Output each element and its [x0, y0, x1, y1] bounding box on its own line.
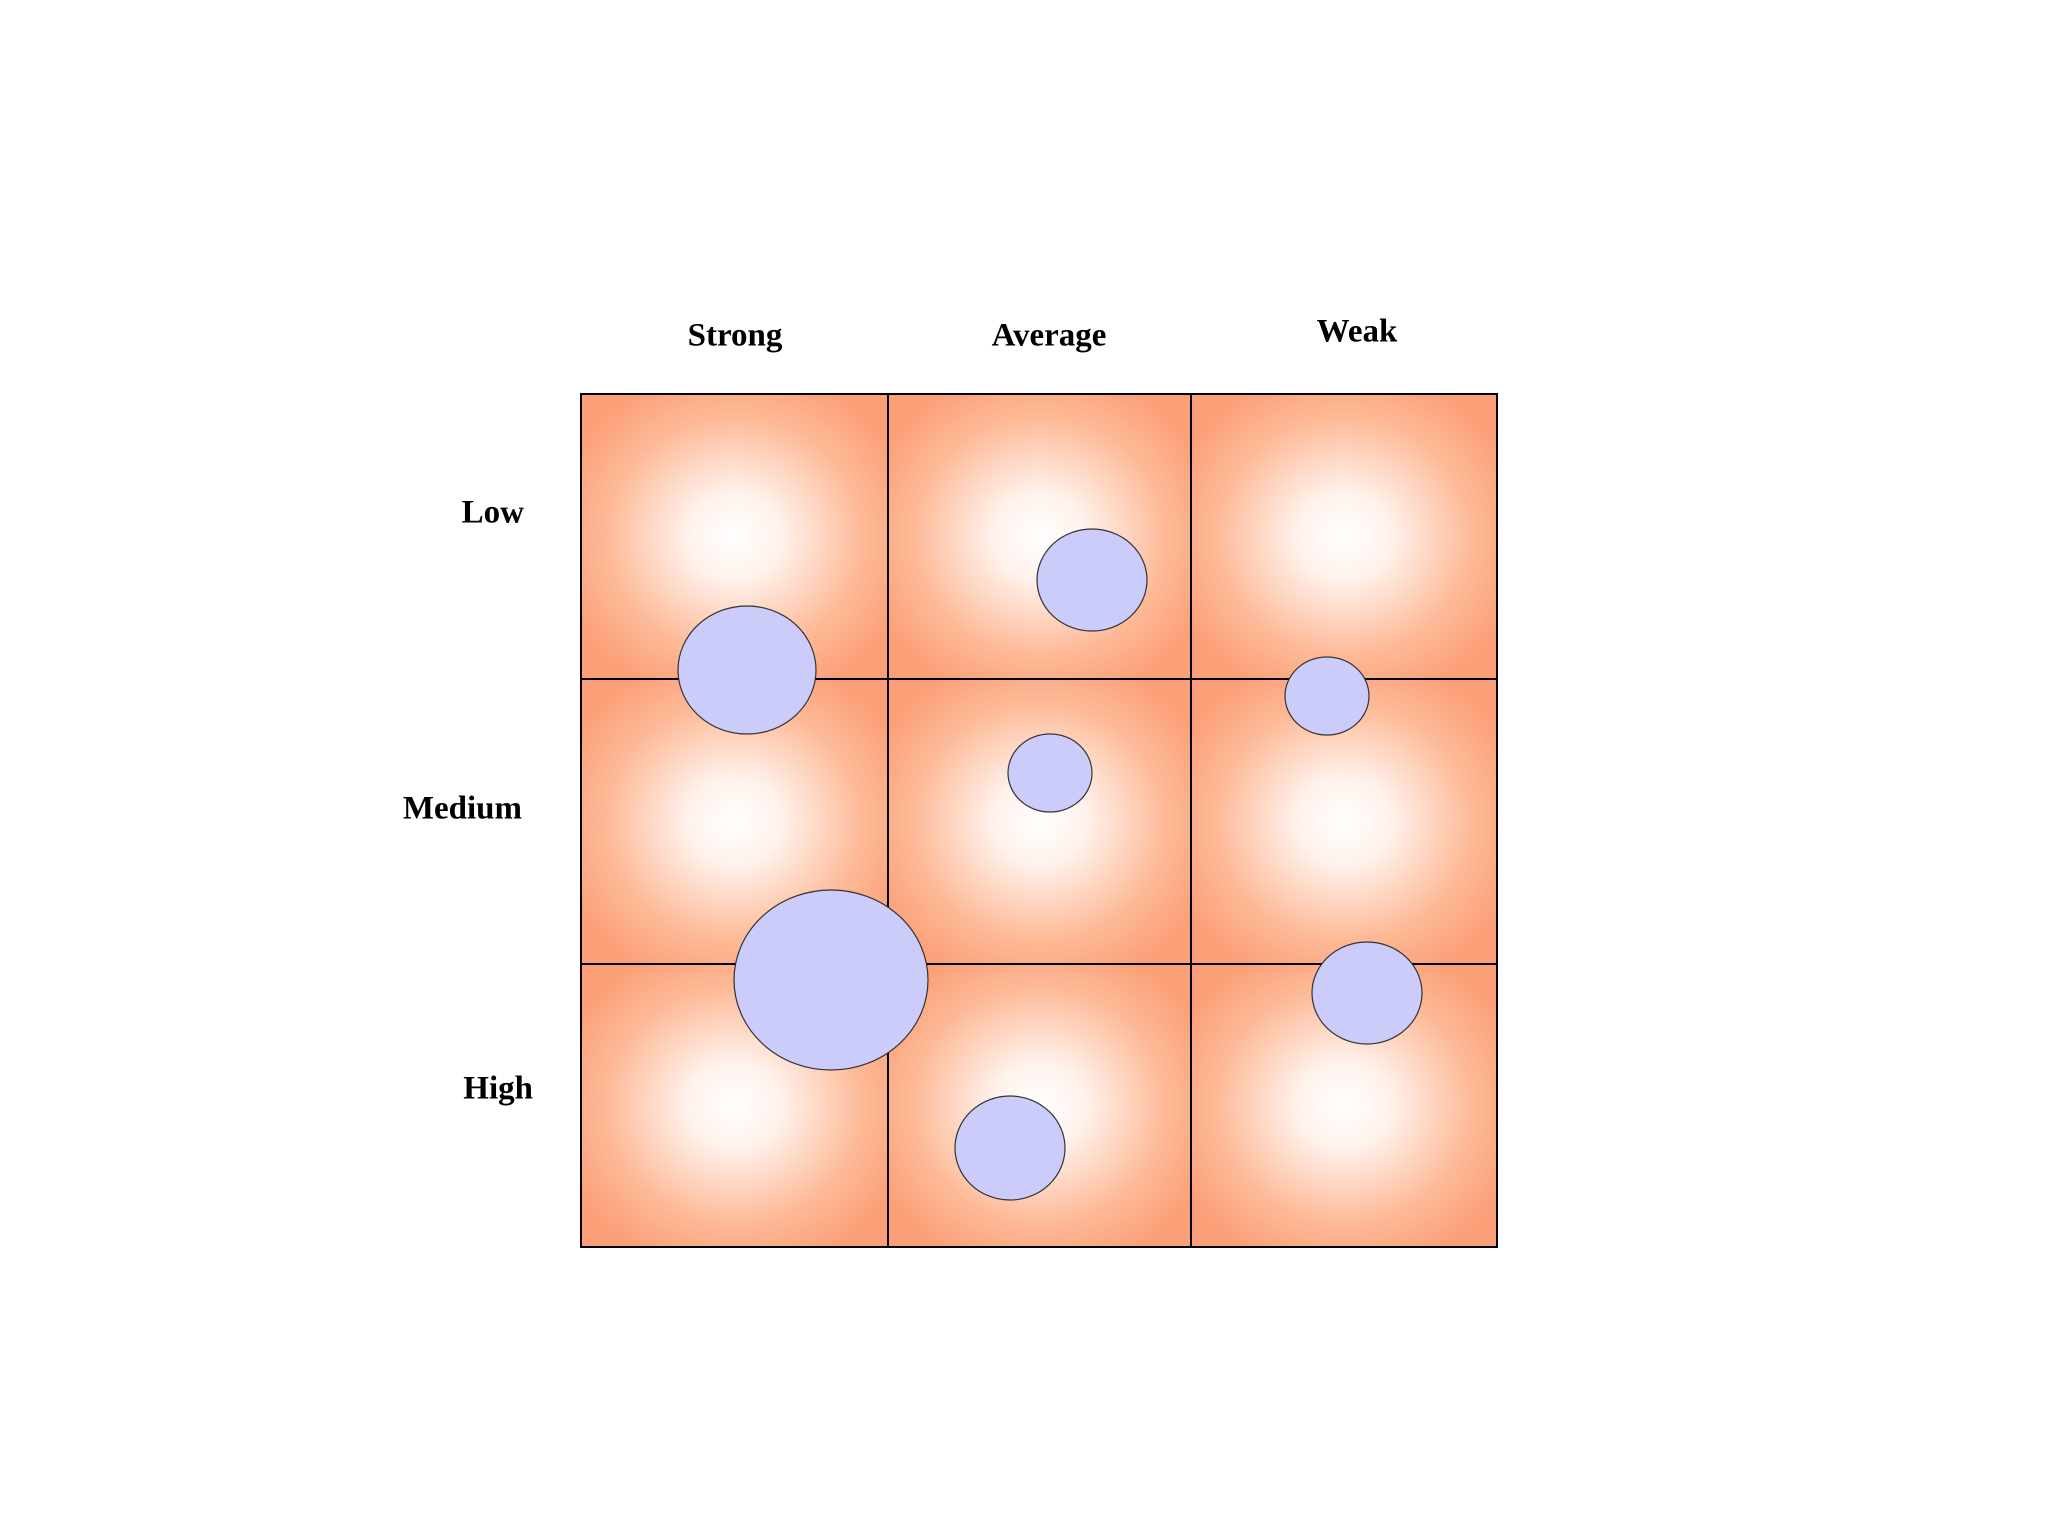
column-label: Average [992, 318, 1107, 354]
cell [1190, 963, 1498, 1248]
bubble [1007, 733, 1093, 813]
row-label: Low [462, 495, 525, 531]
bubble [1311, 941, 1423, 1045]
row-label: Medium [403, 791, 522, 827]
bubble [733, 889, 929, 1071]
bubble [1284, 656, 1370, 736]
row-label: High [463, 1071, 533, 1107]
column-label: Strong [688, 318, 783, 354]
bubble [1036, 528, 1148, 632]
bubble [954, 1095, 1066, 1201]
bubble [677, 605, 817, 735]
cell [887, 678, 1192, 965]
cell [887, 393, 1192, 680]
column-label: Weak [1317, 314, 1398, 350]
bubbles [677, 528, 1423, 1201]
cell [1190, 393, 1498, 680]
